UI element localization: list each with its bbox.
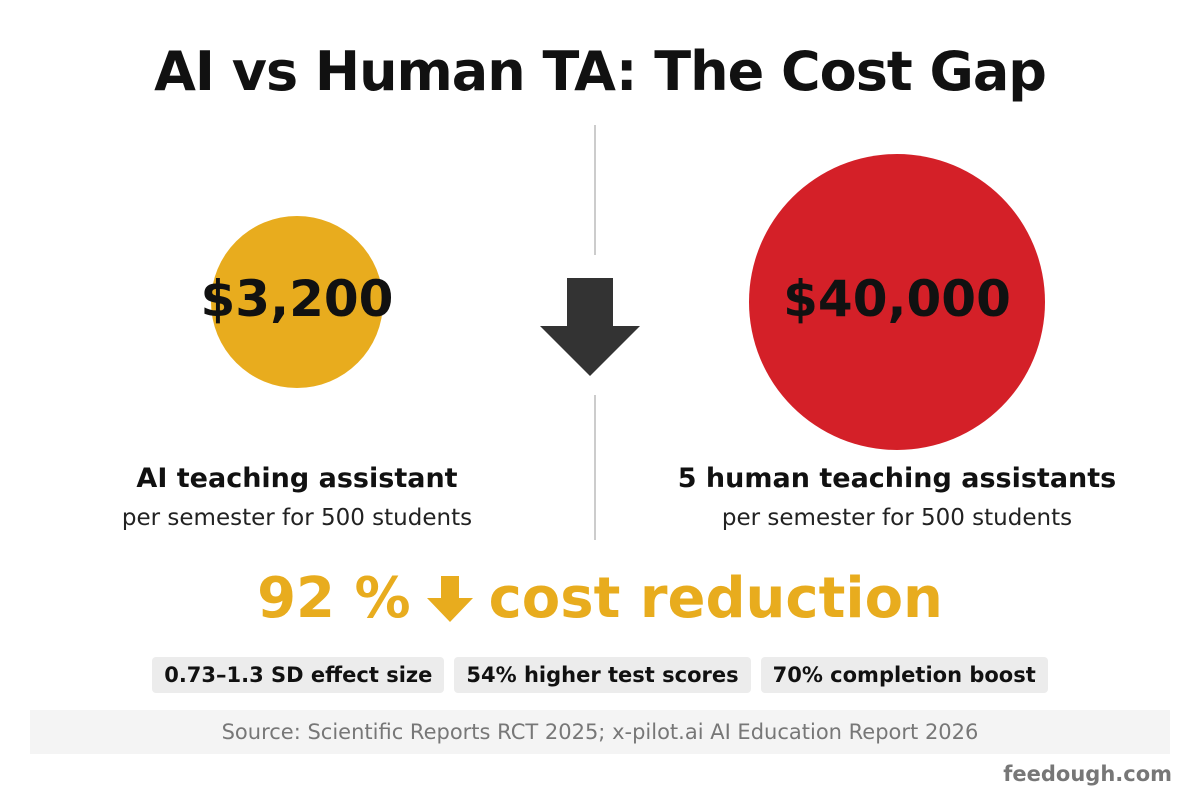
reduction-arrow [426, 575, 473, 622]
title: AI vs Human TA: The Cost Gap [154, 40, 1047, 103]
ai-circle [211, 216, 383, 388]
amount: $40,000 [783, 270, 1011, 328]
reduction-label: cost reduction [488, 566, 943, 631]
stat: 70% completion boost [760, 657, 1048, 693]
human-circle [749, 154, 1045, 450]
note: per semester for 500 students [721, 505, 1073, 531]
amount: $3,200 [200, 270, 394, 328]
reduction: 92 % cost reduction [0, 566, 1200, 631]
stat: 54% higher test scores [454, 657, 751, 693]
reduction-value: 92 % [257, 566, 411, 631]
down-arrow [540, 278, 640, 376]
stat: 0.73–1.3 SD effect size [152, 657, 445, 693]
label: AI teaching assistant [136, 463, 458, 494]
source: Source: Scientific Reports RCT 2025; x-p… [30, 710, 1170, 754]
brand: feedough.com [1003, 762, 1172, 786]
note: per semester for 500 students [121, 505, 473, 531]
stats: 0.73–1.3 SD effect size 54% higher test … [0, 657, 1200, 693]
label: 5 human teaching assistants [677, 463, 1117, 494]
